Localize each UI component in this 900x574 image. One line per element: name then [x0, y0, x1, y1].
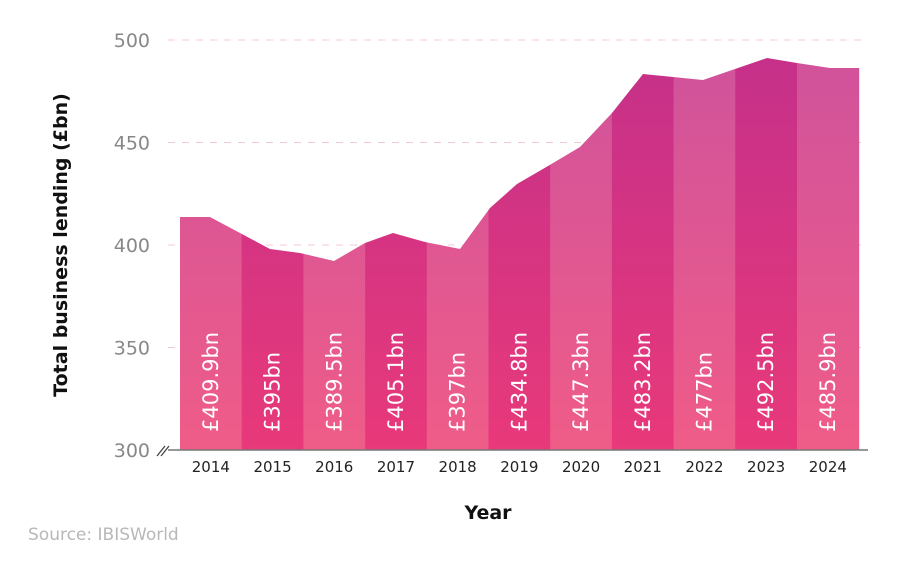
- x-tick-label: 2018: [439, 458, 477, 476]
- data-label: £483.2bn: [631, 332, 655, 432]
- x-tick-label: 2022: [685, 458, 723, 476]
- x-tick-label: 2021: [624, 458, 662, 476]
- y-tick-label: 300: [114, 440, 150, 462]
- data-label: £397bn: [446, 352, 470, 432]
- x-tick-labels: 2014 2015 2016 2017 2018 2019 2020 2021 2022 2023…: [192, 458, 847, 476]
- data-label: £485.9bn: [816, 332, 840, 432]
- area-band-2023: [735, 58, 798, 450]
- data-label: £395bn: [261, 352, 285, 432]
- area-band-2022: [673, 58, 736, 450]
- data-label: £434.8bn: [507, 332, 531, 432]
- x-tick-label: 2024: [809, 458, 847, 476]
- x-tick-label: 2019: [500, 458, 538, 476]
- x-axis-label: Year: [463, 502, 512, 524]
- y-axis-label: Total business lending (£bn): [50, 93, 72, 397]
- data-label: £492.5bn: [754, 332, 778, 432]
- data-label: £409.9bn: [199, 332, 223, 432]
- area-band-2024: [797, 58, 860, 450]
- x-tick-label: 2023: [747, 458, 785, 476]
- axis-break-icon: [156, 445, 170, 457]
- area-band-2021: [611, 58, 675, 450]
- y-tick-labels: 300 350 400 450 500: [114, 30, 150, 462]
- x-tick-label: 2017: [377, 458, 415, 476]
- x-tick-label: 2020: [562, 458, 600, 476]
- source-text: Source: IBISWorld: [28, 525, 179, 545]
- x-tick-label: 2014: [192, 458, 230, 476]
- y-tick-label: 400: [114, 235, 150, 257]
- data-label: £405.1bn: [384, 332, 408, 432]
- data-label: £477bn: [692, 352, 716, 432]
- y-tick-label: 350: [114, 338, 150, 360]
- x-tick-label: 2015: [253, 458, 291, 476]
- y-tick-label: 500: [114, 30, 150, 52]
- data-label: £389.5bn: [322, 332, 346, 432]
- data-label: £447.3bn: [569, 332, 593, 432]
- x-tick-label: 2016: [315, 458, 353, 476]
- y-tick-label: 450: [114, 133, 150, 155]
- data-labels: £409.9bn £395bn £389.5bn £405.1bn £397bn £434…: [199, 332, 840, 432]
